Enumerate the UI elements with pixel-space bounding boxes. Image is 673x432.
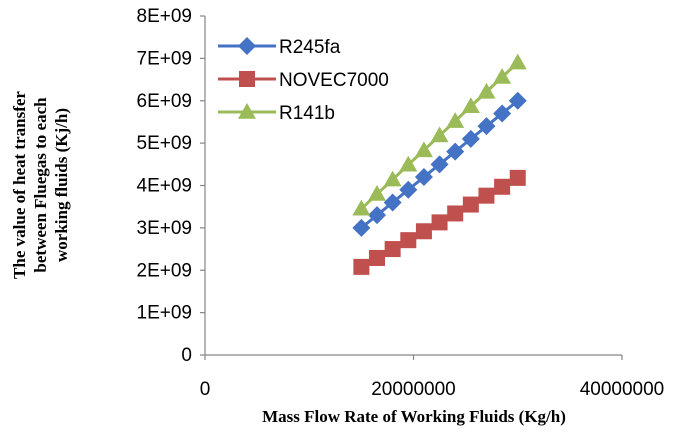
series-r245fa [352,91,527,237]
y-tick-labels: 0 1E+09 2E+09 3E+09 4E+09 5E+09 6E+09 7E+09 8E+0… [137,6,205,366]
data-point [353,258,370,275]
legend-marker [239,71,255,87]
legend-label: R141b [279,103,335,124]
y-tick-label: 6E+09 [137,91,192,112]
y-tick-label: 5E+09 [137,133,192,154]
legend-item: NOVEC7000 [218,70,389,91]
data-point [494,178,511,195]
y-tick-label: 8E+09 [137,6,192,27]
y-axis-title: The value of heat transfer between Flueg… [10,91,71,279]
data-point [352,218,371,237]
y-axis-title-line-2: between Fluegas to each [31,97,50,273]
data-point [461,129,480,148]
y-tick-label: 4E+09 [137,176,192,197]
data-point [509,169,526,186]
data-point [415,223,432,240]
legend-item: R245fa [218,37,341,58]
data-point [414,168,433,187]
series-r141b [352,53,527,216]
data-point [493,104,512,123]
data-point [399,155,418,172]
data-point [462,196,479,213]
data-point [383,170,402,187]
data-point [493,68,512,84]
y-axis-title-line-3: working fluids (Kj/h) [52,108,71,262]
data-point [508,91,527,110]
data-point [399,180,418,199]
legend: R245fa NOVEC7000 R141b [218,37,389,124]
x-tick-labels: 0 20000000 40000000 [200,355,665,400]
legend-item: R141b [218,103,335,124]
y-tick-label: 3E+09 [137,218,192,239]
data-point [431,214,448,231]
data-point [508,53,527,70]
data-point [414,141,433,158]
data-point [369,249,386,266]
y-tick-label: 2E+09 [137,260,192,281]
data-point [477,117,496,136]
data-point [478,187,495,204]
series-novec7000 [353,169,526,275]
data-point [446,112,465,128]
data-point [461,97,480,114]
x-tick-label: 0 [200,379,211,400]
x-tick-label: 20000000 [371,379,456,400]
y-tick-label: 7E+09 [137,48,192,69]
x-axis-title: Mass Flow Rate of Working Fluids (Kg/h) [262,407,566,426]
legend-marker [238,103,256,119]
data-point [352,199,371,216]
y-tick-label: 1E+09 [137,303,192,324]
data-point [430,126,449,143]
data-point [368,206,387,225]
legend-marker [238,37,256,55]
y-tick-label: 0 [181,345,192,366]
data-point [430,155,449,174]
data-point [368,184,387,201]
legend-label: R245fa [279,37,341,58]
data-point [477,82,496,99]
data-point [383,193,402,212]
data-point [400,232,417,249]
data-point [446,142,465,161]
legend-label: NOVEC7000 [279,70,389,91]
series-layer [352,53,527,275]
x-tick-label: 40000000 [580,379,665,400]
y-axis-title-line-1: The value of heat transfer [10,91,29,279]
data-point [447,205,464,222]
data-point [384,241,401,258]
